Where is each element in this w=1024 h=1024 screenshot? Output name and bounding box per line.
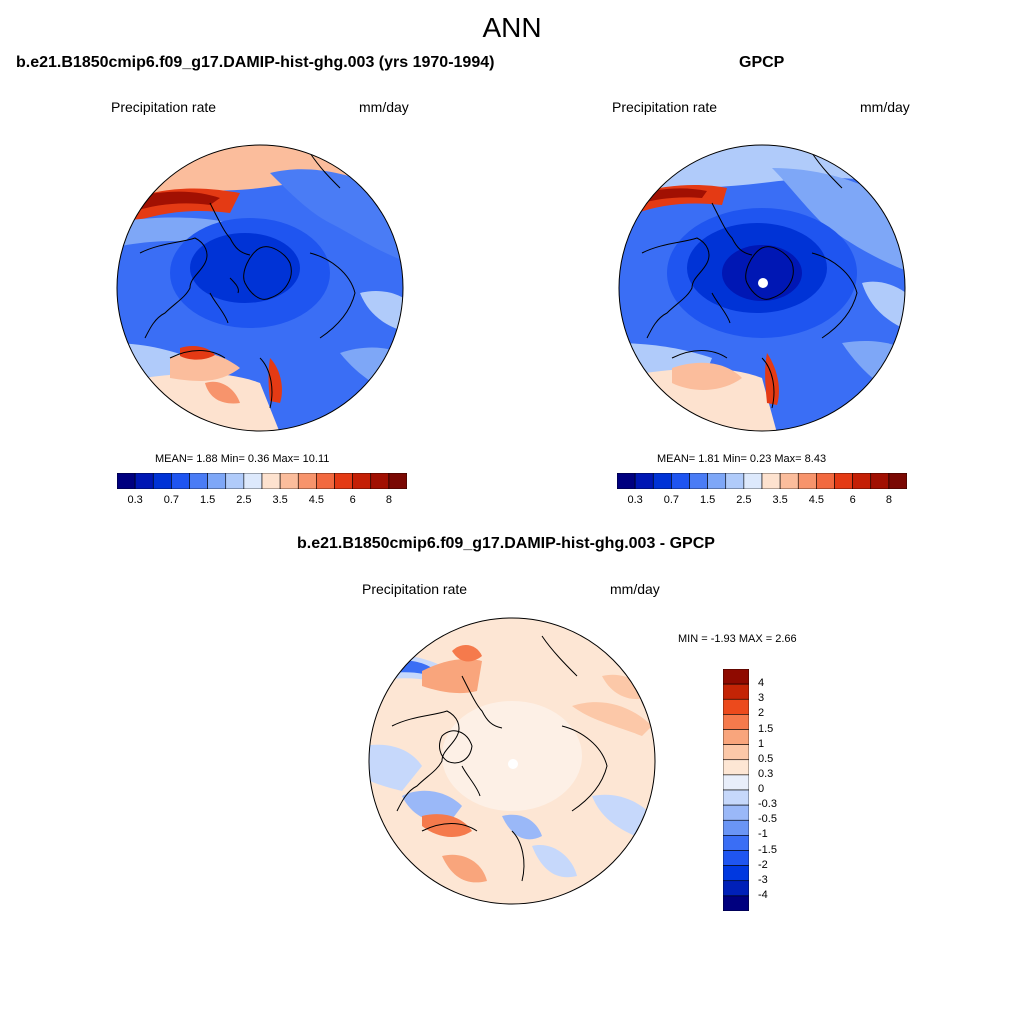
panel-2-colorbar-tick-label: 2.5 <box>736 494 752 506</box>
panel-3-polar-map <box>368 617 656 905</box>
panel-2-colorbar-swatch <box>689 473 708 489</box>
panel-3-colorbar-swatch <box>723 819 749 836</box>
panel-3-colorbar-swatch <box>723 698 749 715</box>
panel-2-colorbar-swatch <box>671 473 690 489</box>
panel-3-colorbar-swatch <box>723 683 749 700</box>
panel-2-colorbar-swatch <box>852 473 872 489</box>
panel-1-colorbar-swatch <box>189 473 208 489</box>
panel-1-colorbar-swatch <box>207 473 227 489</box>
panel-1-colorbar-tick-label: 4.5 <box>308 494 325 506</box>
panel-2-colorbar-tick-label: 0.7 <box>663 494 680 506</box>
panel-1-colorbar-swatch <box>370 473 390 489</box>
panel-2-colorbar-tick-label: 0.3 <box>627 494 643 506</box>
panel-3-colorbar-swatch <box>723 714 749 730</box>
panel-1-colorbar-swatch <box>352 473 372 489</box>
panel-2-colorbar-swatch <box>617 473 636 489</box>
panel-2-colorbar-swatch <box>870 473 890 489</box>
panel-2-colorbar-tick-label: 4.5 <box>808 494 825 506</box>
panel-2-stats: MEAN= 1.81 Min= 0.23 Max= 8.43 <box>657 453 827 465</box>
panel-3-colorbar-swatch <box>723 850 749 866</box>
panel-1-right-label: mm/day <box>359 99 409 115</box>
panel-3-colorbar-tick-label: -0.5 <box>758 813 777 826</box>
panel-1-colorbar-swatch <box>334 473 353 489</box>
panel-3-right-label: mm/day <box>610 581 660 597</box>
panel-1-colorbar-swatch <box>261 473 281 489</box>
panel-1-colorbar-swatch <box>117 473 136 489</box>
panel-3-colorbar-tick-label: -0.3 <box>758 798 777 811</box>
panel-2-colorbar-swatch <box>834 473 853 489</box>
panel-1-colorbar-swatch <box>171 473 190 489</box>
panel-3-colorbar-swatch <box>723 744 749 761</box>
panel-3-colorbar-swatch <box>723 835 749 851</box>
panel-1-colorbar-swatch <box>134 473 154 489</box>
panel-3-colorbar-swatch <box>723 865 749 882</box>
panel-2-colorbar-swatch <box>779 473 799 489</box>
panel-3-colorbar-tick-label: 0.5 <box>758 752 774 765</box>
panel-2-colorbar-swatch <box>707 473 727 489</box>
panel-1-colorbar-swatch <box>297 473 317 489</box>
panel-2-right-label: mm/day <box>860 99 910 115</box>
panel-2-colorbar-tick-label: 6 <box>849 494 856 506</box>
figure-title: ANN <box>482 12 542 43</box>
panel-3-colorbar-tick-label: 4 <box>758 677 765 690</box>
panel-3-colorbar-tick-label: 3 <box>758 692 765 705</box>
panel-1-colorbar-swatch <box>316 473 335 489</box>
panel-1-colorbar-tick-label: 1.5 <box>199 494 216 506</box>
panel-3-colorbar-tick-label: 2 <box>758 707 765 720</box>
panel-3-colorbar-swatch <box>723 895 749 911</box>
panel-1-colorbar-swatch <box>243 473 263 489</box>
panel-3-colorbar-swatch <box>723 880 749 897</box>
panel-1-colorbar-tick-label: 6 <box>349 494 356 506</box>
panel-1-colorbar <box>117 473 407 489</box>
panel-3-colorbar <box>723 669 749 911</box>
panel-1-colorbar-swatch <box>279 473 299 489</box>
panel-3-colorbar-tick-label: -1 <box>758 828 768 841</box>
panel-3-colorbar-tick-label: 0.3 <box>758 767 774 780</box>
panel-2-colorbar-swatch <box>797 473 817 489</box>
panel-3-colorbar-tick-label: -4 <box>758 888 768 901</box>
panel-2-colorbar-swatch <box>743 473 763 489</box>
panel-2-colorbar-tick-label: 3.5 <box>772 494 788 506</box>
panel-1-colorbar-tick-label: 3.5 <box>272 494 288 506</box>
panel-2-colorbar-swatch <box>634 473 654 489</box>
panel-3-title: b.e21.B1850cmip6.f09_g17.DAMIP-hist-ghg.… <box>297 535 715 552</box>
panel-3-stats: MIN = -1.93 MAX = 2.66 <box>678 633 797 645</box>
panel-2-polar-map <box>618 144 906 432</box>
panel-2-colorbar-tick-label: 1.5 <box>699 494 716 506</box>
panel-2-colorbar-tick-label: 8 <box>885 494 892 506</box>
panel-1-left-label: Precipitation rate <box>111 99 217 115</box>
panel-2-colorbar-swatch <box>652 473 672 489</box>
panel-1-colorbar-tick-label: 0.7 <box>163 494 180 506</box>
panel-1-colorbar-tick-label: 0.3 <box>127 494 143 506</box>
panel-3-colorbar-tick-label: -2 <box>758 858 768 871</box>
panel-3-colorbar-tick-label: 1 <box>758 737 765 750</box>
panel-3-colorbar-swatch <box>723 804 749 821</box>
panel-3-colorbar-swatch <box>723 729 749 745</box>
panel-3-colorbar-tick-label: 1.5 <box>758 722 774 735</box>
panel-1-polar-map <box>116 144 404 432</box>
panel-1-colorbar-swatch <box>388 473 407 489</box>
panel-2-left-label: Precipitation rate <box>612 99 718 115</box>
panel-3-colorbar-swatch <box>723 789 749 806</box>
panel-3-colorbar-swatch <box>723 669 749 685</box>
panel-3-colorbar-swatch <box>723 759 749 776</box>
panel-3-left-label: Precipitation rate <box>362 581 468 597</box>
panel-1-colorbar-swatch <box>152 473 172 489</box>
panel-1-colorbar-tick-label: 8 <box>385 494 392 506</box>
panel-2-colorbar-swatch <box>725 473 745 489</box>
panel-3-colorbar-tick-label: -3 <box>758 873 768 886</box>
panel-2-colorbar-swatch <box>816 473 835 489</box>
panel-3-colorbar-tick-label: -1.5 <box>758 843 777 856</box>
panel-3-colorbar-tick-label: 0 <box>758 783 765 795</box>
panel-3-colorbar-swatch <box>723 774 749 791</box>
panel-1-stats: MEAN= 1.88 Min= 0.36 Max= 10.11 <box>155 453 330 465</box>
panel-2-colorbar <box>617 473 907 489</box>
panel-1-colorbar-swatch <box>225 473 245 489</box>
panel-1-title: b.e21.B1850cmip6.f09_g17.DAMIP-hist-ghg.… <box>16 54 495 71</box>
panel-1-colorbar-tick-label: 2.5 <box>236 494 252 506</box>
panel-2-title: GPCP <box>739 54 785 71</box>
panel-2-colorbar-swatch <box>888 473 907 489</box>
panel-2-colorbar-swatch <box>761 473 781 489</box>
